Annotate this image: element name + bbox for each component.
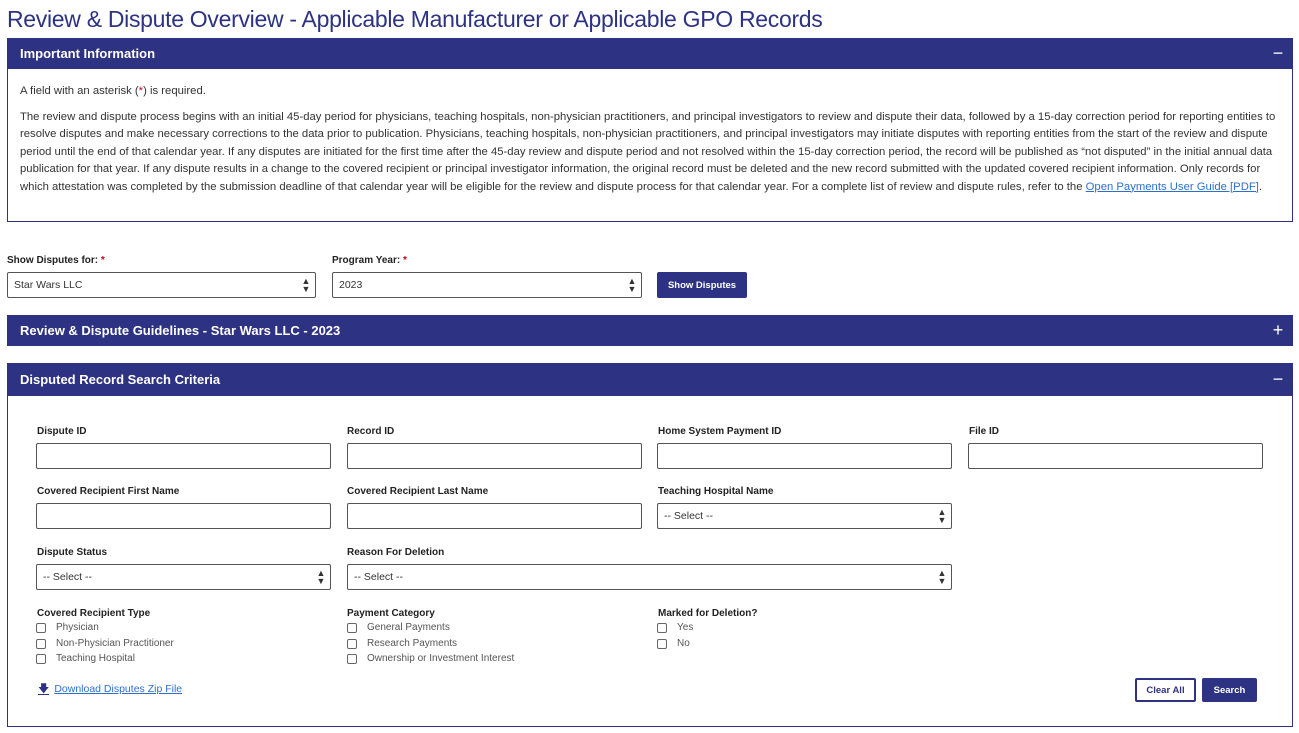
checkbox-ownership[interactable]: Ownership or Investment Interest	[347, 653, 514, 664]
dispute-status-select[interactable]: -- Select -- ▲ ▼	[36, 564, 331, 590]
clear-all-button[interactable]: Clear All	[1135, 678, 1196, 702]
checkbox-no[interactable]: No	[657, 638, 690, 649]
guidelines-header[interactable]: Review & Dispute Guidelines - Star Wars …	[7, 315, 1293, 346]
show-for-select[interactable]: Star Wars LLC ▲ ▼	[7, 272, 316, 298]
record-id-label: Record ID	[347, 426, 395, 437]
required-text: A field with an asterisk (	[20, 85, 139, 97]
hospital-label: Teaching Hospital Name	[658, 486, 774, 497]
collapse-icon[interactable]: −	[1272, 43, 1284, 63]
program-year-label: Program Year: *	[332, 255, 407, 266]
show-disputes-button[interactable]: Show Disputes	[657, 272, 747, 298]
record-id-input[interactable]	[347, 443, 642, 469]
select-value: Star Wars LLC	[14, 279, 83, 291]
info-text: The review and dispute process begins wi…	[20, 110, 1276, 193]
dispute-id-input[interactable]	[36, 443, 331, 469]
checkbox-research[interactable]: Research Payments	[347, 638, 457, 649]
collapse-icon[interactable]: −	[1272, 369, 1284, 389]
user-guide-link[interactable]: Open Payments User Guide [PDF]	[1085, 180, 1259, 193]
select-value: -- Select --	[354, 571, 404, 583]
search-criteria-header[interactable]: Disputed Record Search Criteria −	[7, 363, 1293, 396]
program-year-select[interactable]: 2023 ▲ ▼	[332, 272, 642, 298]
important-info-body: A field with an asterisk (*) is required…	[7, 69, 1293, 222]
hospital-select[interactable]: -- Select -- ▲ ▼	[657, 503, 952, 529]
chevron-updown-icon: ▲ ▼	[316, 568, 326, 586]
chevron-updown-icon: ▲ ▼	[627, 276, 637, 294]
info-paragraph: The review and dispute process begins wi…	[8, 109, 1292, 197]
search-criteria-body	[7, 396, 1293, 727]
page-title: Review & Dispute Overview - Applicable M…	[7, 6, 823, 32]
reason-label: Reason For Deletion	[347, 547, 445, 558]
recipient-type-label: Covered Recipient Type	[37, 608, 151, 619]
expand-icon[interactable]: +	[1272, 320, 1284, 340]
checkbox-teaching-hospital[interactable]: Teaching Hospital	[36, 653, 135, 664]
required-text-end: ) is required.	[143, 85, 206, 97]
last-name-label: Covered Recipient Last Name	[347, 486, 489, 497]
last-name-input[interactable]	[347, 503, 642, 529]
first-name-label: Covered Recipient First Name	[37, 486, 180, 497]
file-id-label: File ID	[969, 426, 1000, 437]
show-for-label: Show Disputes for: *	[7, 255, 105, 266]
important-info-header[interactable]: Important Information −	[7, 38, 1293, 69]
checkbox-npp[interactable]: Non-Physician Practitioner	[36, 638, 174, 649]
info-end: .	[1258, 180, 1263, 193]
important-info-title: Important Information	[20, 46, 156, 61]
select-value: -- Select --	[43, 571, 93, 583]
payment-category-label: Payment Category	[347, 608, 435, 619]
chevron-updown-icon: ▲ ▼	[937, 568, 947, 586]
guidelines-title: Review & Dispute Guidelines - Star Wars …	[20, 323, 341, 338]
checkbox-general[interactable]: General Payments	[347, 622, 450, 633]
asterisk: *	[138, 85, 144, 97]
checkbox-physician[interactable]: Physician	[36, 622, 99, 633]
home-system-id-input[interactable]	[657, 443, 952, 469]
download-icon: 🡇	[38, 682, 50, 695]
download-zip-link[interactable]: 🡇 Download Disputes Zip File	[38, 683, 182, 695]
search-criteria-title: Disputed Record Search Criteria	[20, 372, 221, 387]
search-button[interactable]: Search	[1202, 678, 1257, 702]
reason-select[interactable]: -- Select -- ▲ ▼	[347, 564, 952, 590]
dispute-status-label: Dispute Status	[37, 547, 108, 558]
first-name-input[interactable]	[36, 503, 331, 529]
dispute-id-label: Dispute ID	[37, 426, 87, 437]
select-value: -- Select --	[664, 510, 714, 522]
file-id-input[interactable]	[968, 443, 1263, 469]
home-system-id-label: Home System Payment ID	[658, 426, 782, 437]
download-link-text[interactable]: Download Disputes Zip File	[54, 683, 183, 695]
chevron-updown-icon: ▲ ▼	[937, 507, 947, 525]
chevron-updown-icon: ▲ ▼	[301, 276, 311, 294]
checkbox-yes[interactable]: Yes	[657, 622, 693, 633]
select-value: 2023	[339, 279, 363, 291]
marked-deletion-label: Marked for Deletion?	[658, 608, 758, 619]
required-note: A field with an asterisk (*) is required…	[8, 83, 1292, 101]
